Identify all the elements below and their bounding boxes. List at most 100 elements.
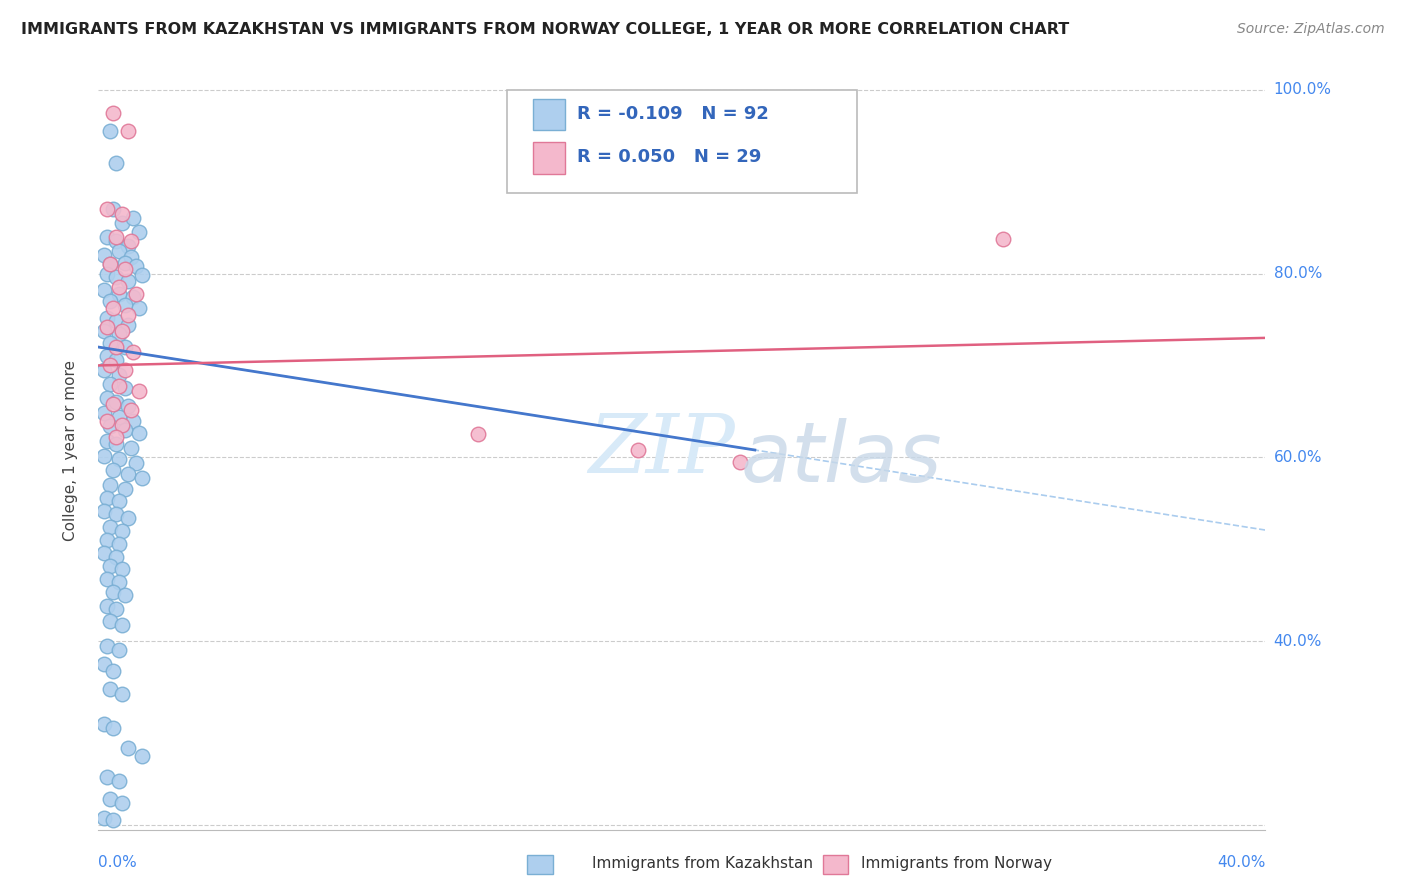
Point (101, 584, 124, 599)
Point (98, 257, 121, 271)
Point (96, 599, 118, 614)
Point (104, 235, 127, 249)
Text: Immigrants from Kazakhstan: Immigrants from Kazakhstan (592, 856, 814, 871)
Point (122, 414, 145, 428)
Point (104, 340, 127, 354)
Point (111, 562, 134, 576)
Point (128, 384, 150, 399)
Point (96, 770, 118, 784)
Point (93, 503, 115, 517)
Point (98, 520, 121, 534)
Point (120, 402, 142, 417)
Text: Immigrants from Norway: Immigrants from Norway (860, 856, 1052, 871)
Point (111, 418, 134, 433)
Point (122, 344, 145, 359)
Point (108, 575, 131, 590)
Point (111, 617, 134, 632)
Point (98, 558, 121, 573)
Point (122, 211, 145, 226)
Point (111, 324, 134, 338)
Point (114, 423, 136, 437)
Text: R = 0.050   N = 29: R = 0.050 N = 29 (576, 148, 761, 166)
Point (96, 533, 118, 547)
Y-axis label: College, 1 year or more: College, 1 year or more (63, 360, 77, 541)
Point (108, 773, 131, 788)
Point (111, 796, 134, 810)
Point (101, 722, 124, 736)
Point (96, 572, 118, 586)
Point (104, 508, 127, 522)
Point (93, 546, 115, 560)
Text: Source: ZipAtlas.com: Source: ZipAtlas.com (1237, 22, 1385, 37)
Point (114, 298, 136, 312)
Point (104, 314, 127, 328)
Point (98, 419, 121, 434)
Text: 0.0%: 0.0% (98, 855, 138, 870)
FancyBboxPatch shape (533, 142, 565, 174)
Point (111, 216, 134, 230)
Point (114, 255, 136, 269)
FancyBboxPatch shape (533, 99, 565, 130)
Point (125, 286, 148, 301)
Point (114, 588, 136, 602)
Point (108, 452, 131, 467)
Point (98, 294, 121, 309)
Point (98, 257, 121, 271)
Point (108, 537, 131, 551)
Point (627, 442, 650, 457)
Point (93, 449, 115, 463)
Point (131, 268, 153, 283)
Point (93, 324, 115, 338)
Point (108, 643, 131, 657)
Point (104, 430, 127, 444)
Point (114, 340, 136, 354)
Point (117, 124, 139, 138)
Point (96, 229, 118, 244)
Point (125, 456, 148, 470)
Point (108, 327, 131, 342)
Point (122, 290, 145, 304)
Point (93, 717, 115, 731)
Point (467, 427, 489, 442)
Text: 40.0%: 40.0% (1274, 633, 1322, 648)
Point (96, 349, 118, 363)
Text: 60.0%: 60.0% (1274, 450, 1322, 465)
Point (96, 414, 118, 428)
Point (131, 749, 153, 764)
Point (125, 259, 148, 273)
Point (98, 792, 121, 806)
Text: 100.0%: 100.0% (1274, 82, 1331, 97)
Point (93, 811, 115, 825)
Point (93, 248, 115, 262)
Point (730, 455, 752, 469)
Point (991, 232, 1014, 246)
Point (104, 549, 127, 564)
Point (96, 391, 118, 405)
Point (96, 202, 118, 217)
Point (93, 283, 115, 297)
Point (117, 511, 139, 525)
Point (128, 426, 150, 441)
Point (101, 105, 124, 120)
Text: R = -0.109   N = 92: R = -0.109 N = 92 (576, 105, 769, 123)
Point (93, 657, 115, 672)
Point (104, 156, 127, 170)
Point (98, 336, 121, 351)
Point (117, 740, 139, 755)
Point (98, 124, 121, 138)
Point (104, 437, 127, 451)
Point (117, 467, 139, 481)
FancyBboxPatch shape (508, 90, 858, 193)
Point (114, 363, 136, 377)
Point (117, 308, 139, 322)
Point (120, 441, 142, 455)
Point (101, 397, 124, 411)
Point (101, 664, 124, 678)
Point (111, 207, 134, 221)
Point (114, 380, 136, 394)
Point (96, 319, 118, 334)
Point (104, 395, 127, 409)
Text: atlas: atlas (741, 417, 942, 499)
Point (114, 482, 136, 496)
Point (108, 409, 131, 424)
